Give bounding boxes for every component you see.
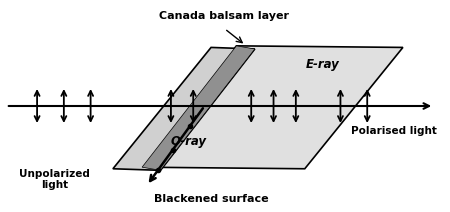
Text: E-ray: E-ray [306,58,339,71]
Text: Unpolarized
light: Unpolarized light [19,169,90,190]
Polygon shape [142,46,403,169]
Text: Blackened surface: Blackened surface [154,194,268,204]
Text: Polarised light: Polarised light [351,126,437,136]
Text: Canada balsam layer: Canada balsam layer [159,11,289,21]
Polygon shape [142,46,255,170]
Polygon shape [113,47,255,170]
Text: O-ray: O-ray [171,135,207,148]
